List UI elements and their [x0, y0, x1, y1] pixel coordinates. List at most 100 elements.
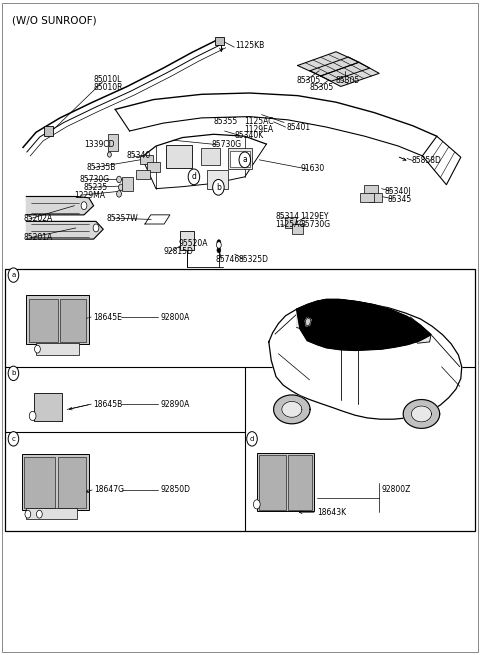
- Polygon shape: [409, 317, 431, 343]
- Circle shape: [117, 191, 121, 197]
- Text: 1129EA: 1129EA: [244, 124, 273, 134]
- Text: 92850D: 92850D: [161, 485, 191, 495]
- Text: 85730G: 85730G: [80, 175, 110, 184]
- Text: 85202A: 85202A: [23, 214, 52, 223]
- Text: 85340K: 85340K: [234, 131, 264, 140]
- Bar: [201, 148, 220, 165]
- Text: c: c: [12, 436, 15, 442]
- Circle shape: [8, 366, 19, 381]
- Polygon shape: [321, 62, 379, 86]
- Circle shape: [93, 224, 99, 232]
- Bar: [292, 224, 303, 234]
- Polygon shape: [403, 400, 440, 428]
- Bar: [259, 455, 286, 510]
- Text: 85746: 85746: [215, 255, 240, 264]
- Bar: [36, 343, 79, 355]
- Text: b: b: [216, 183, 221, 192]
- Text: 85340J: 85340J: [385, 187, 411, 196]
- Text: 85305: 85305: [336, 76, 360, 85]
- Text: 85305: 85305: [296, 76, 321, 85]
- Bar: [122, 177, 133, 191]
- Circle shape: [29, 411, 36, 421]
- Bar: [147, 162, 160, 172]
- Text: 85858D: 85858D: [412, 156, 442, 165]
- Text: 85235: 85235: [83, 183, 107, 192]
- Circle shape: [217, 240, 221, 245]
- Text: 1125AC: 1125AC: [244, 117, 273, 126]
- Bar: [228, 148, 252, 169]
- Text: 85730G: 85730G: [300, 220, 331, 229]
- Bar: [285, 217, 296, 228]
- Text: 85355: 85355: [214, 117, 238, 126]
- Bar: [34, 393, 62, 421]
- Bar: [166, 145, 192, 168]
- Bar: [257, 453, 314, 511]
- Polygon shape: [317, 299, 356, 346]
- Bar: [26, 295, 89, 344]
- Text: a: a: [242, 155, 247, 164]
- Circle shape: [188, 169, 200, 185]
- Polygon shape: [411, 406, 432, 422]
- Text: 85730G: 85730G: [211, 140, 241, 149]
- Text: 95520A: 95520A: [178, 239, 207, 248]
- Bar: [288, 455, 312, 510]
- Circle shape: [35, 345, 40, 353]
- Text: 1339CD: 1339CD: [84, 140, 115, 149]
- Bar: [60, 299, 86, 342]
- Bar: [29, 299, 58, 342]
- Circle shape: [239, 152, 251, 168]
- Polygon shape: [282, 402, 302, 417]
- Text: 92800Z: 92800Z: [382, 485, 411, 495]
- Text: 92815D: 92815D: [163, 247, 193, 256]
- Polygon shape: [297, 301, 317, 331]
- Text: b: b: [11, 370, 16, 377]
- Text: 18645B: 18645B: [94, 400, 123, 409]
- Circle shape: [119, 184, 123, 191]
- Bar: [58, 457, 86, 508]
- Circle shape: [216, 242, 221, 248]
- Text: 85335B: 85335B: [86, 163, 116, 172]
- Bar: [207, 170, 228, 189]
- Bar: [5, 269, 475, 531]
- Text: 85340: 85340: [127, 151, 151, 160]
- Text: 85010L: 85010L: [94, 75, 122, 84]
- Text: 91630: 91630: [300, 164, 325, 174]
- Circle shape: [108, 152, 111, 157]
- Circle shape: [217, 248, 221, 253]
- Circle shape: [213, 179, 224, 195]
- Text: 18645E: 18645E: [94, 312, 122, 322]
- Text: (W/O SUNROOF): (W/O SUNROOF): [12, 16, 96, 26]
- Text: d: d: [192, 172, 196, 181]
- Text: 1125KB: 1125KB: [235, 41, 264, 50]
- Bar: [44, 126, 53, 136]
- Polygon shape: [305, 318, 311, 326]
- Text: 18647G: 18647G: [95, 485, 125, 495]
- Circle shape: [8, 268, 19, 282]
- Circle shape: [36, 510, 42, 518]
- Bar: [136, 170, 150, 179]
- Text: 85325D: 85325D: [239, 255, 269, 264]
- Bar: [360, 193, 374, 202]
- Bar: [364, 185, 378, 195]
- Bar: [108, 134, 118, 151]
- Circle shape: [117, 176, 121, 183]
- Text: 85357W: 85357W: [107, 214, 138, 223]
- Text: 85201A: 85201A: [23, 233, 52, 242]
- Bar: [26, 508, 77, 519]
- Bar: [140, 155, 153, 164]
- Text: d: d: [250, 436, 254, 442]
- Text: 85401: 85401: [286, 122, 310, 132]
- Text: 1229MA: 1229MA: [74, 191, 106, 200]
- Polygon shape: [26, 196, 94, 215]
- Polygon shape: [274, 395, 310, 424]
- Text: 85305: 85305: [310, 83, 334, 92]
- Bar: [22, 454, 89, 510]
- Bar: [369, 193, 382, 202]
- Bar: [230, 151, 250, 167]
- Bar: [215, 37, 224, 45]
- Text: 18643K: 18643K: [317, 508, 346, 517]
- Polygon shape: [269, 300, 462, 419]
- Polygon shape: [298, 52, 359, 76]
- Bar: [24, 457, 55, 508]
- Text: 92800A: 92800A: [161, 312, 190, 322]
